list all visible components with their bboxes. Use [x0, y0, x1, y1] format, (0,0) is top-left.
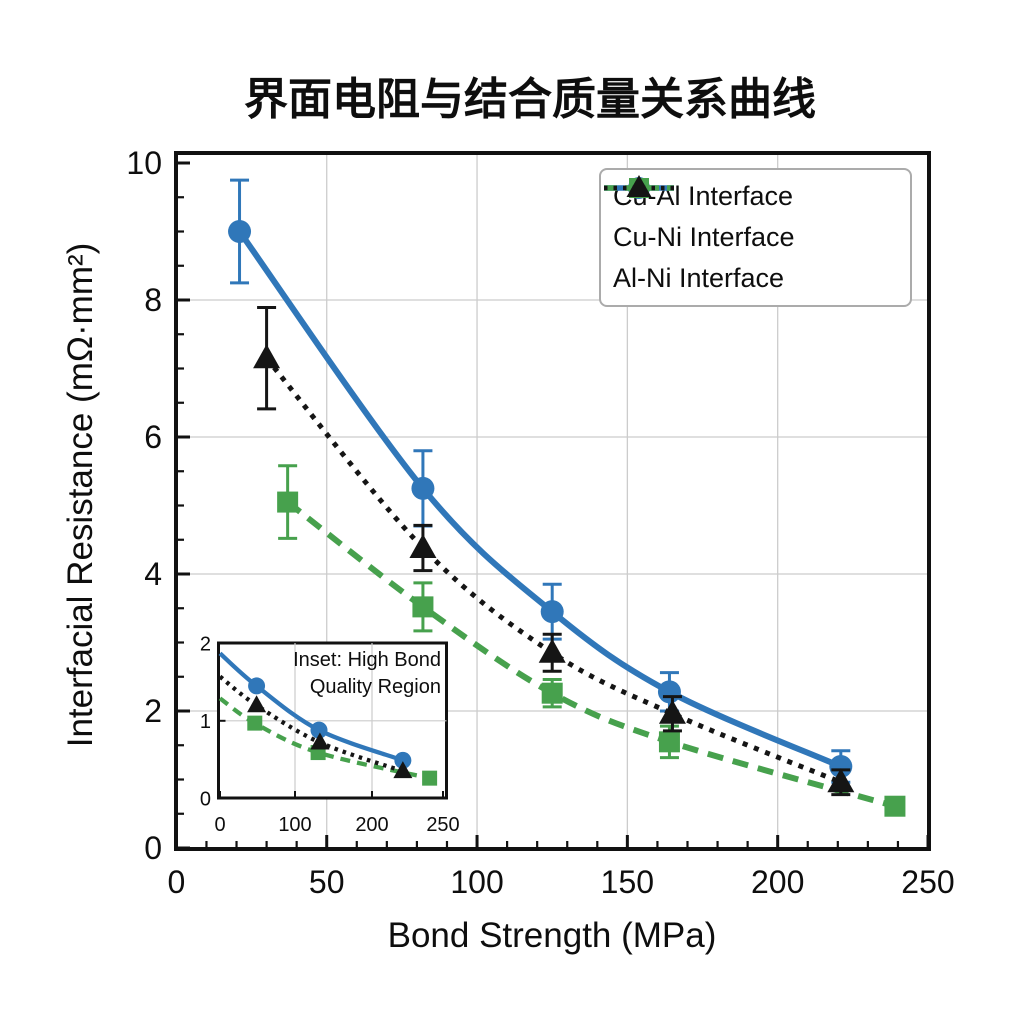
circle-marker-cu-al-interface	[540, 600, 564, 624]
inset-line-cu-ni-interface	[218, 696, 431, 781]
series-al-ni-interface	[253, 306, 855, 797]
inset-square-marker-cu-ni-interface	[247, 715, 263, 731]
square-marker-cu-ni-interface	[658, 731, 680, 753]
inset-square-marker-cu-ni-interface	[422, 770, 438, 786]
inset-x-tick-label: 200	[355, 814, 388, 836]
triangle-marker-al-ni-interface	[827, 768, 855, 793]
circle-marker-cu-al-interface	[829, 754, 853, 778]
x-tick-label: 0	[168, 864, 186, 900]
y-axis-label: Interfacial Resistance (mΩ·mm²)	[61, 243, 100, 748]
square-marker-cu-ni-interface	[277, 491, 299, 513]
x-axis-label: Bond Strength (MPa)	[388, 916, 717, 955]
inset-y-tick-label: 2	[200, 633, 211, 655]
circle-marker-cu-al-interface	[228, 220, 252, 243]
series-cu-al-interface	[228, 178, 853, 784]
triangle-marker-al-ni-interface	[253, 344, 281, 369]
triangle-marker-al-ni-interface	[538, 638, 566, 663]
square-marker-cu-ni-interface	[412, 596, 434, 618]
inset-x-tick-label: 100	[278, 814, 311, 836]
legend-item-cu-ni-interface: Cu-Ni Interface	[604, 178, 898, 253]
y-tick-label: 10	[126, 145, 162, 181]
square-marker-cu-ni-interface	[541, 682, 563, 704]
legend-marker-al-ni-interface	[626, 175, 652, 197]
x-tick-label: 250	[901, 864, 954, 900]
series-line-cu-al-interface	[237, 229, 843, 770]
inset-circle-marker-cu-al-interface	[248, 677, 266, 695]
inset-triangle-marker-al-ni-interface	[310, 732, 330, 750]
inset-line-cu-al-interface	[218, 651, 404, 763]
circle-marker-cu-al-interface	[411, 476, 435, 500]
legend-sample-al-ni-interface	[604, 175, 674, 197]
triangle-marker-al-ni-interface	[409, 533, 437, 558]
axes-border	[174, 151, 931, 851]
legend-label-cu-ni-interface: Cu-Ni Interface	[613, 222, 795, 252]
inset-y-tick-label: 1	[200, 711, 211, 733]
inset-x-tick-label: 0	[214, 814, 225, 836]
inset-triangle-marker-al-ni-interface	[393, 761, 413, 779]
y-tick-label: 6	[144, 419, 162, 455]
inset-y-tick-label: 0	[200, 788, 211, 810]
square-marker-cu-ni-interface	[884, 795, 906, 817]
circle-marker-cu-al-interface	[657, 680, 681, 704]
chart-title: 界面电阻与结合质量关系曲线	[244, 74, 816, 125]
inset-circle-marker-cu-al-interface	[394, 751, 412, 769]
y-tick-label: 8	[144, 282, 162, 318]
y-tick-label: 2	[144, 693, 162, 729]
x-tick-label: 50	[309, 864, 345, 900]
inset-circle-marker-cu-al-interface	[310, 721, 328, 739]
x-tick-label: 100	[450, 864, 503, 900]
legend-item-al-ni-interface: Al-Ni Interface	[604, 175, 898, 294]
inset	[217, 641, 448, 800]
x-tick-label: 150	[601, 864, 654, 900]
inset-x-tick-label: 250	[426, 814, 459, 836]
inset-title-line2: Quality Region	[310, 676, 441, 698]
y-tick-label: 0	[144, 830, 162, 866]
y-tick-label: 4	[144, 556, 162, 592]
inset-title-line1: Inset: High Bond	[293, 649, 441, 671]
inset-triangle-marker-al-ni-interface	[247, 695, 267, 713]
series-cu-ni-interface	[277, 464, 906, 817]
legend-label-al-ni-interface: Al-Ni Interface	[613, 263, 785, 293]
x-tick-label: 200	[751, 864, 804, 900]
inset-line-al-ni-interface	[218, 674, 404, 774]
legend-box: Cu-Al Interface Cu-Ni Interface Al-Ni Inte…	[599, 168, 912, 307]
triangle-marker-al-ni-interface	[658, 699, 686, 724]
